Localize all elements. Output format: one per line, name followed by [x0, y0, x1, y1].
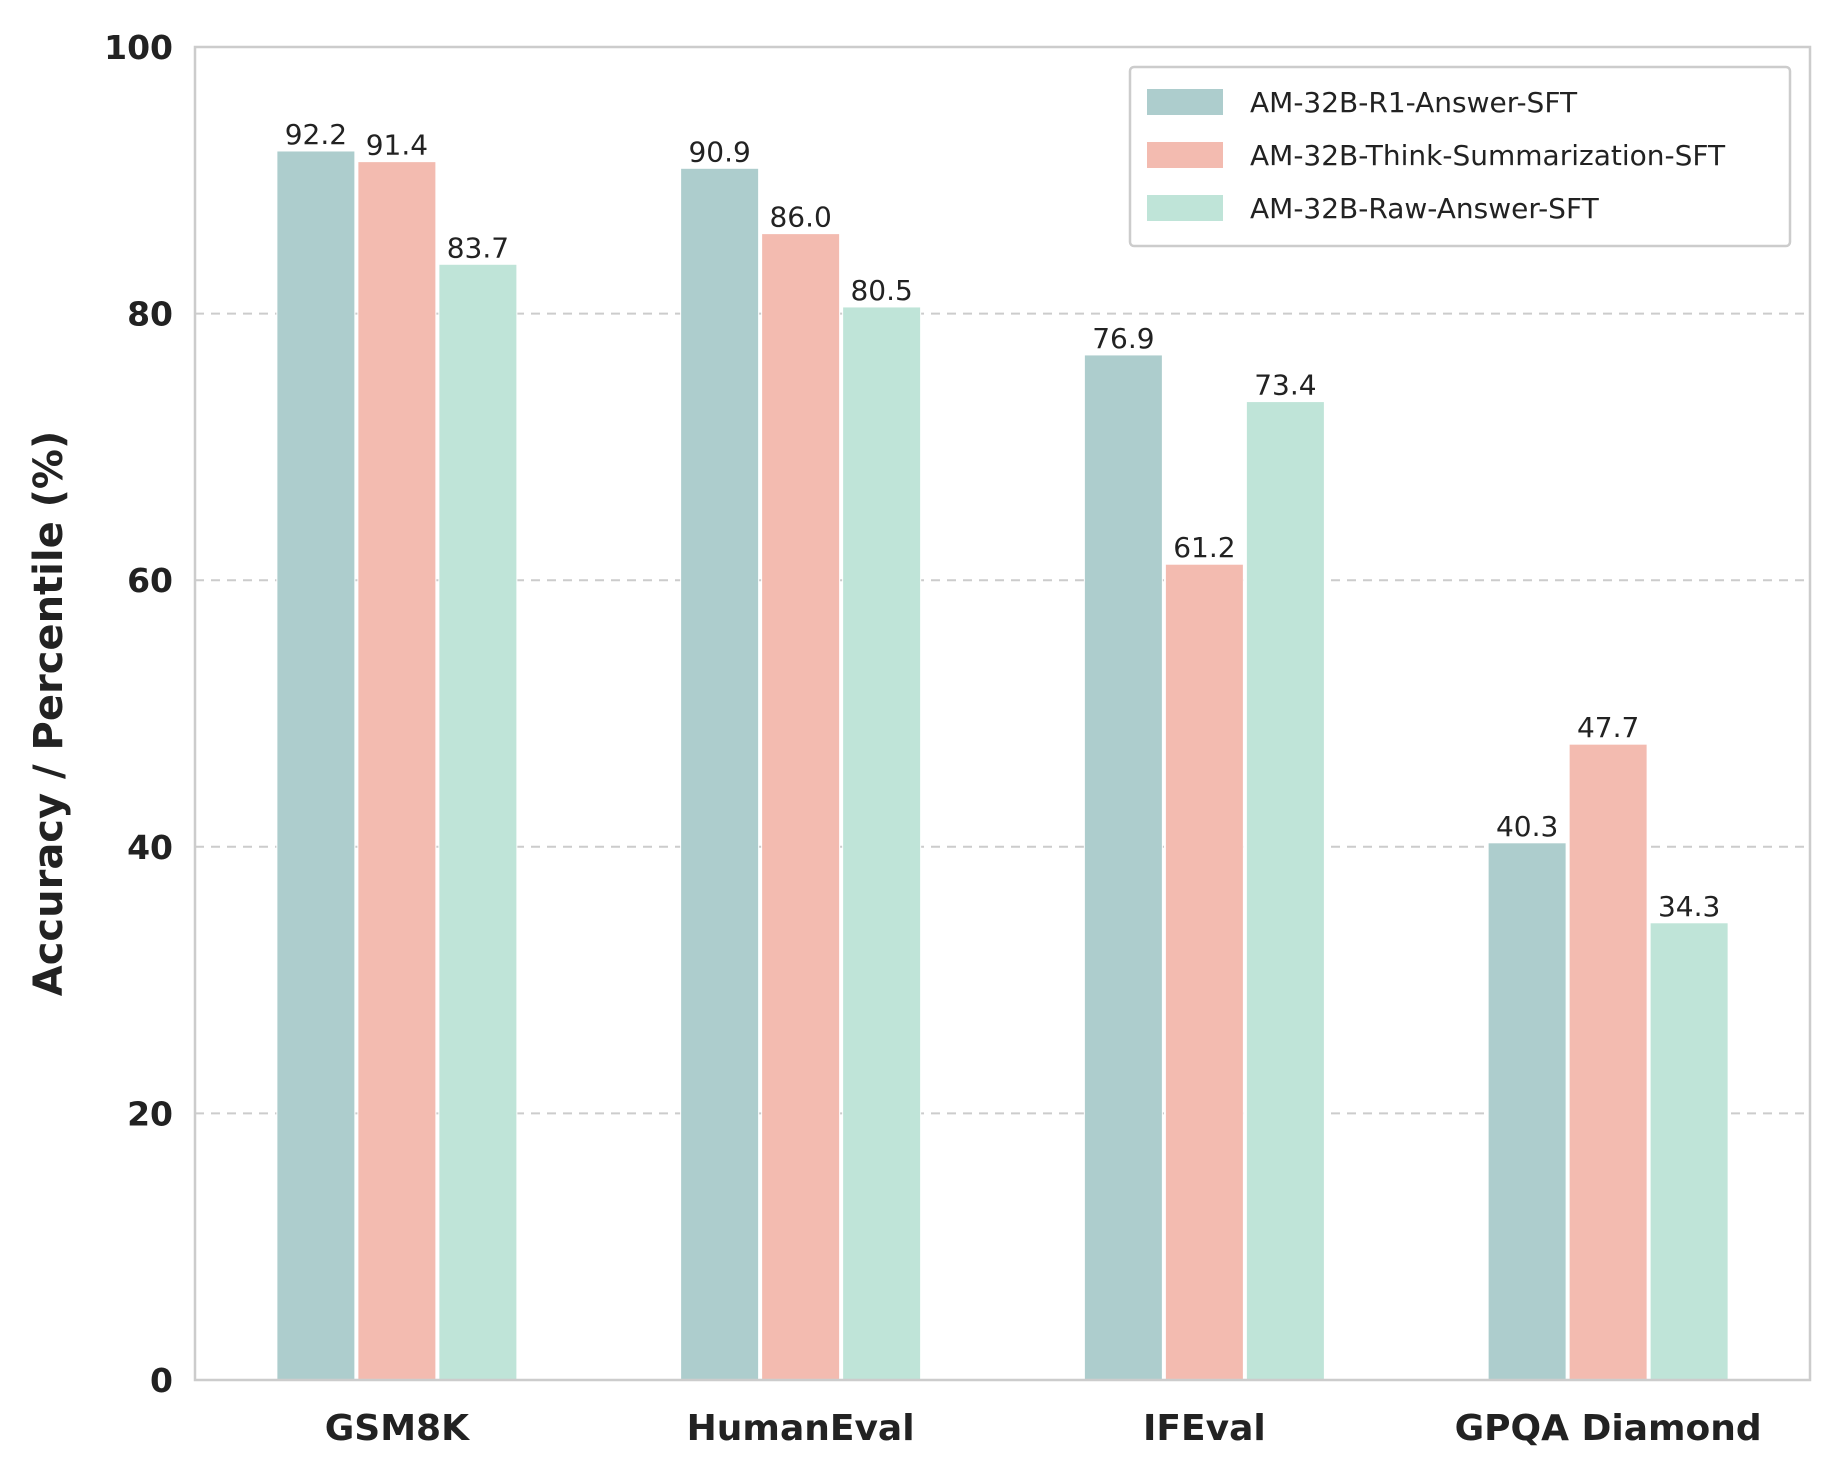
bar-value-label: 47.7: [1577, 711, 1639, 744]
bar: [438, 263, 518, 1381]
x-tick-label: GSM8K: [325, 1408, 470, 1449]
plot-frame: [193, 45, 1812, 1382]
y-axis-ticks: 0 20 40 60 80 100: [104, 28, 173, 1400]
bar: [1083, 354, 1163, 1381]
gridlines: [195, 312, 1810, 1115]
x-tick-label: HumanEval: [687, 1408, 915, 1449]
bar: [1487, 842, 1567, 1381]
bar: [1164, 563, 1244, 1381]
bar-value-label: 83.7: [447, 231, 509, 264]
y-tick-label: 0: [150, 1361, 173, 1400]
legend-box: [1128, 65, 1792, 248]
y-tick-label: 40: [127, 828, 173, 867]
bar: [1568, 743, 1648, 1381]
bar-value-label: 76.9: [1092, 322, 1154, 355]
legend-swatch: [1147, 89, 1223, 115]
bar: [1649, 922, 1729, 1381]
x-tick-label: GPQA Diamond: [1455, 1408, 1762, 1449]
y-axis-title: Accuracy / Percentile (%): [26, 431, 72, 997]
legend-swatch: [1147, 195, 1223, 221]
bar: [276, 150, 356, 1381]
data-labels: 92.2 91.4 83.7 90.9 86.0 80.5 76.9 61.2 73.4 40.3…: [285, 118, 1721, 923]
bar-value-label: 80.5: [850, 274, 912, 307]
bar-value-label: 40.3: [1496, 810, 1558, 843]
bar: [357, 161, 437, 1381]
x-tick-label: IFEval: [1143, 1408, 1266, 1449]
legend: AM-32B-R1-Answer-SFT AM-32B-Think-Summari…: [1128, 65, 1792, 248]
bar: [1245, 401, 1325, 1381]
y-tick-label: 60: [127, 561, 173, 600]
bars: [276, 150, 1729, 1381]
bar-value-label: 34.3: [1658, 890, 1720, 923]
legend-label: AM-32B-R1-Answer-SFT: [1250, 86, 1578, 119]
bar: [680, 167, 760, 1381]
bar-value-label: 86.0: [769, 201, 831, 234]
x-axis-ticks: GSM8K HumanEval IFEval GPQA Diamond: [325, 1408, 1762, 1449]
bar: [842, 306, 922, 1381]
y-tick-label: 100: [104, 28, 173, 67]
bar-value-label: 73.4: [1254, 369, 1316, 402]
y-tick-label: 80: [127, 295, 173, 334]
legend-label: AM-32B-Raw-Answer-SFT: [1250, 192, 1600, 225]
bar-value-label: 92.2: [285, 118, 347, 151]
bar: [761, 233, 841, 1381]
y-tick-label: 20: [127, 1094, 173, 1133]
bar-value-label: 61.2: [1173, 531, 1235, 564]
bar-value-label: 90.9: [688, 135, 750, 168]
bar-value-label: 91.4: [366, 129, 428, 162]
legend-swatch: [1147, 142, 1223, 168]
legend-label: AM-32B-Think-Summarization-SFT: [1250, 139, 1726, 172]
